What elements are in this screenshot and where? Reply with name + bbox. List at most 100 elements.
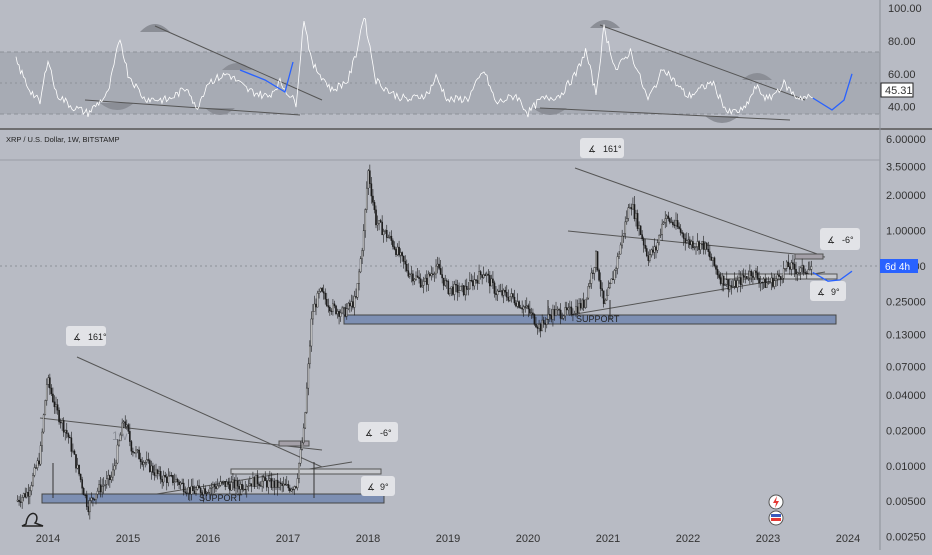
rsi-trendline [539,107,791,121]
rsi-value-badge: 45.31 [880,82,914,98]
candle-body [132,450,134,453]
candle-body [335,305,337,315]
flag-icon-stripe [771,518,781,521]
candle-body [759,282,762,284]
candle-body [167,475,170,483]
candle-body [521,307,523,310]
candle-body [739,277,742,285]
rsi-line [15,17,813,118]
candle-body [765,282,768,288]
candle-body [573,313,576,315]
candle-body [435,265,437,275]
candle-body [576,306,579,313]
candle-body [633,204,636,220]
candle-body [710,256,713,261]
candle-body [107,475,110,480]
flag-icon[interactable] [768,510,784,526]
trendline [567,230,826,258]
candle-body [265,480,268,488]
candle-body [198,485,200,489]
rsi-value-label: 45.31 [885,85,913,97]
candle-body [318,291,320,294]
candle-body [578,303,580,313]
candle-body [621,235,623,246]
candle-body [549,313,551,316]
lightning-icon[interactable] [768,494,784,510]
range-box [278,440,310,447]
candle-body [307,363,310,389]
candle-body [518,301,520,308]
price-tick-label: 6.00000 [886,134,926,146]
candle-body [602,290,605,304]
price-projection [812,270,853,282]
candle-body [253,477,256,487]
candle-body [16,499,19,502]
price-tick-label: 0.07000 [886,361,926,373]
candle-body [175,478,177,483]
candle-body [472,280,474,287]
angle-callout: ∡ 9° [361,476,395,496]
candle-body [755,270,757,273]
candle-body [493,282,496,294]
rsi-axis[interactable]: 100.00 80.00 60.00 40.00 [888,3,922,114]
candle-body [679,228,682,233]
candle-body [216,485,219,489]
time-tick-label: 2022 [676,533,700,545]
rsi-tick-label: 100.00 [888,3,922,15]
candle-body [536,326,539,329]
candle-body [649,254,651,261]
price-tick-label: 0.04000 [886,390,926,402]
candle-body [735,280,737,288]
support-label: SUPPORT [576,314,620,324]
candle-body [338,311,340,317]
candle-body [295,486,297,488]
candle-body [345,308,348,317]
candle-body [433,273,436,275]
candle-body [18,499,20,502]
candle-body [667,215,670,219]
candle-body [501,290,503,296]
candle-body [39,445,42,465]
candle-body [796,272,799,275]
candle-body [810,266,813,270]
candle-body [465,285,468,290]
candle-body [522,306,525,310]
candle-body [476,280,479,284]
candle-body [269,478,271,481]
candle-body [409,274,411,277]
candle-body [235,480,237,489]
angle-icon: ∡ [827,235,835,245]
candle-body [401,252,403,257]
candle-body [658,235,660,243]
candle-body [179,482,182,486]
candle-body [141,461,143,465]
candle-body [38,460,40,465]
candle-body [247,485,250,487]
candle-body [304,412,307,429]
candle-body [359,258,362,273]
candle-body [655,246,657,251]
candle-body [232,479,234,483]
candle-body [762,278,765,283]
candle-body [324,292,327,300]
tradingview-logo-icon[interactable] [21,512,44,527]
candle-body [395,248,397,256]
candle-body [258,483,260,486]
candle-body [113,465,116,471]
candle-body [561,317,563,320]
candle-body [42,414,45,433]
candle-body [795,269,797,275]
candle-body [292,488,294,491]
candle-body [147,459,150,461]
time-axis[interactable]: 2014 2015 2016 2017 2018 2019 2020 2021 2022 2023… [36,533,860,545]
candle-body [185,492,188,494]
candle-body [209,488,211,493]
candle-body [145,459,148,463]
candle-body [615,268,617,271]
angle-callout: ∡ 161° [580,138,624,158]
candle-body [150,465,153,472]
candle-body [555,309,557,316]
candle-body [296,478,299,488]
candle-body [589,283,591,287]
